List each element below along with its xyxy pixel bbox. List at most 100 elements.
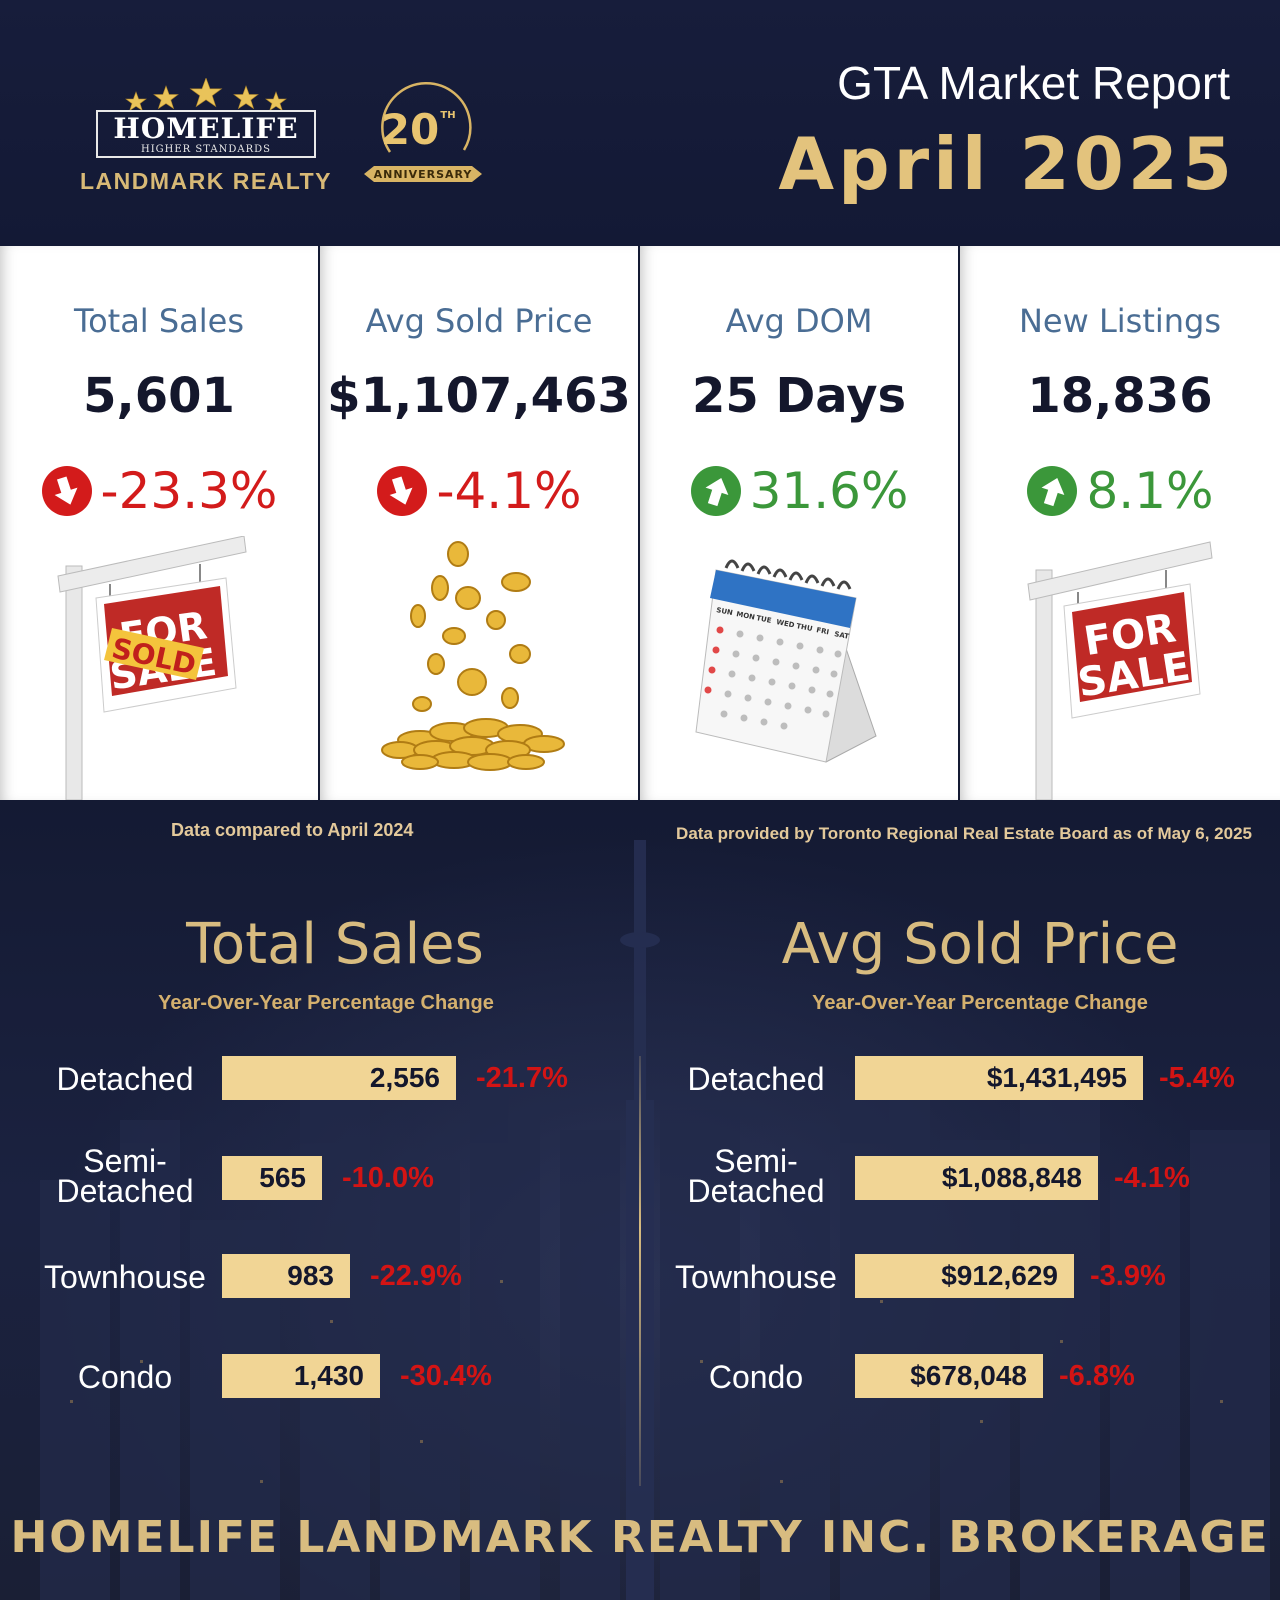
bar: 565 xyxy=(222,1156,322,1200)
bar-row: Detached $1,431,495 -5.4% xyxy=(0,1056,1280,1102)
bar-row: Townhouse $912,629 -3.9% xyxy=(0,1254,1280,1300)
source-note: Data provided by Toronto Regional Real E… xyxy=(676,824,1252,843)
stat-label: Avg DOM xyxy=(725,302,873,340)
homelife-logo: HOMELIFE HIGHER STANDARDS LANDMARK REALT… xyxy=(66,74,346,204)
logo-brand: HOMELIFE xyxy=(113,112,299,145)
avg-price-chart-subtitle: Year-Over-Year Percentage Change xyxy=(812,992,1148,1014)
bar-change-label: -5.4% xyxy=(1159,1062,1235,1094)
bar-change-label: -4.1% xyxy=(1114,1162,1190,1194)
bar-category-label-line: Semi- xyxy=(83,1143,167,1179)
calendar-day-label: SUN xyxy=(716,606,734,617)
bar-row: Semi- Detached $1,088,848 -4.1% xyxy=(0,1145,1280,1207)
bar-change-label: -6.8% xyxy=(1059,1360,1135,1392)
bar: 983 xyxy=(222,1254,350,1298)
stat-change-value: 8.1% xyxy=(1086,462,1214,520)
bar-category-label: Condo xyxy=(636,1359,876,1395)
avg-price-chart-title: Avg Sold Price xyxy=(781,912,1179,977)
bar-category-label-line: Condo xyxy=(77,1359,173,1395)
bar-category-label: Detached xyxy=(636,1061,876,1097)
calendar-icon: SUN MON TUE WED THU FRI SAT xyxy=(695,559,877,763)
bar-change-label: -3.9% xyxy=(1090,1260,1166,1292)
bar-category-label: Townhouse xyxy=(636,1259,876,1295)
bar-change-label: -10.0% xyxy=(342,1162,434,1194)
stat-card-total-sales: Total Sales 5,601 -23.3% FOR SALE SOLD xyxy=(0,246,318,800)
yoy-section: Data compared to April 2024 Data provide… xyxy=(0,800,1280,1600)
stat-change: 8.1% xyxy=(960,462,1280,520)
calendar-day-label: WED xyxy=(776,618,796,629)
stat-change-value: -4.1% xyxy=(436,462,582,520)
bar: $1,431,495 xyxy=(855,1056,1143,1100)
stat-card-avg-sold-price: Avg Sold Price $1,107,463 -4.1% xyxy=(320,246,638,800)
stat-label: Total Sales xyxy=(73,302,245,340)
anniversary-number: 20 xyxy=(381,105,439,154)
bar-category-label: Townhouse xyxy=(5,1259,245,1295)
stat-value: 18,836 xyxy=(1027,368,1213,424)
arrow-up-icon xyxy=(1027,466,1078,516)
bar: $1,088,848 xyxy=(855,1156,1098,1200)
calendar-day-label: TUE xyxy=(756,614,773,625)
bar: $678,048 xyxy=(855,1354,1043,1398)
stat-card-avg-dom: Avg DOM 25 Days 31.6% SUN MON TUE WED xyxy=(640,246,958,800)
bar-category-label: Detached xyxy=(5,1061,245,1097)
stat-value: $1,107,463 xyxy=(327,368,631,424)
bar: $912,629 xyxy=(855,1254,1074,1298)
stat-change: -4.1% xyxy=(320,462,638,520)
report-date: April 2025 xyxy=(778,122,1236,206)
bar-category-label-line: Townhouse xyxy=(44,1259,206,1295)
logo-company: LANDMARK REALTY xyxy=(79,168,333,194)
stat-change-value: 31.6% xyxy=(749,462,909,520)
for-sale-sign-icon: FOR SALE xyxy=(1027,541,1213,800)
stat-value: 25 Days xyxy=(691,368,907,424)
logo-tagline: HIGHER STANDARDS xyxy=(141,144,271,155)
bar-row: Condo 1,430 -30.4% xyxy=(0,1354,1280,1400)
bar-category-label-line: Semi- xyxy=(714,1143,798,1179)
bar-change-label: -30.4% xyxy=(400,1360,492,1392)
bar: 1,430 xyxy=(222,1354,380,1398)
bar-category-label-line: Detached xyxy=(687,1061,825,1097)
bar-category-label-line: Detached xyxy=(56,1173,194,1209)
arrow-down-icon xyxy=(41,466,92,516)
bar-category-label-line: Detached xyxy=(56,1061,194,1097)
calendar-day-label: THU xyxy=(796,622,814,633)
comparison-note: Data compared to April 2024 xyxy=(171,820,414,840)
bar-category-label-line: Detached xyxy=(687,1173,825,1209)
bar-category-label: Semi- Detached xyxy=(636,1143,876,1209)
calendar-day-label: SAT xyxy=(834,630,850,641)
report-title: GTA Market Report xyxy=(837,57,1230,109)
bar-category-label: Condo xyxy=(5,1359,245,1395)
anniversary-banner: ANNIVERSARY xyxy=(374,168,473,181)
bar-row: Condo $678,048 -6.8% xyxy=(0,1354,1280,1400)
total-sales-chart-title: Total Sales xyxy=(186,912,484,977)
bar-change-label: -22.9% xyxy=(370,1260,462,1292)
stat-change: -23.3% xyxy=(0,462,318,520)
stat-label: New Listings xyxy=(1018,302,1222,340)
five-stars-icon xyxy=(125,78,287,112)
arrow-up-icon xyxy=(690,466,741,516)
calendar-day-label: FRI xyxy=(816,626,830,636)
bar-row: Townhouse 983 -22.9% xyxy=(0,1254,1280,1300)
total-sales-chart-subtitle: Year-Over-Year Percentage Change xyxy=(158,992,494,1014)
stat-change: 31.6% xyxy=(640,462,958,520)
report-header: HOMELIFE HIGHER STANDARDS LANDMARK REALT… xyxy=(0,0,1280,246)
bar: 2,556 xyxy=(222,1056,456,1100)
stat-value: 5,601 xyxy=(83,368,235,424)
bar-category-label: Semi- Detached xyxy=(5,1143,245,1209)
section-divider xyxy=(639,1056,641,1486)
bar-row: Semi- Detached 565 -10.0% xyxy=(0,1145,1280,1207)
sold-sign-icon: FOR SALE SOLD xyxy=(57,536,247,800)
bar-category-label-line: Condo xyxy=(708,1359,804,1395)
calendar-day-label: MON xyxy=(736,610,756,621)
stat-cards: Total Sales 5,601 -23.3% FOR SALE SOLD A… xyxy=(0,246,1280,800)
anniversary-suffix: TH xyxy=(440,110,455,121)
stat-change-value: -23.3% xyxy=(100,462,278,520)
brokerage-footer: HOMELIFE LANDMARK REALTY INC. BROKERAGE xyxy=(10,1512,1270,1563)
anniversary-badge: 20 TH ANNIVERSARY xyxy=(364,81,482,182)
stat-label: Avg Sold Price xyxy=(365,302,593,340)
logo-wordmark: HOMELIFE HIGHER STANDARDS xyxy=(96,110,316,158)
bar-category-label-line: Townhouse xyxy=(675,1259,837,1295)
arrow-down-icon xyxy=(377,466,428,516)
bar-row: Detached 2,556 -21.7% xyxy=(0,1056,1280,1102)
bar-change-label: -21.7% xyxy=(476,1062,568,1094)
stat-card-new-listings: New Listings 18,836 8.1% FOR SALE xyxy=(960,246,1280,800)
gold-coins-icon xyxy=(381,541,565,771)
